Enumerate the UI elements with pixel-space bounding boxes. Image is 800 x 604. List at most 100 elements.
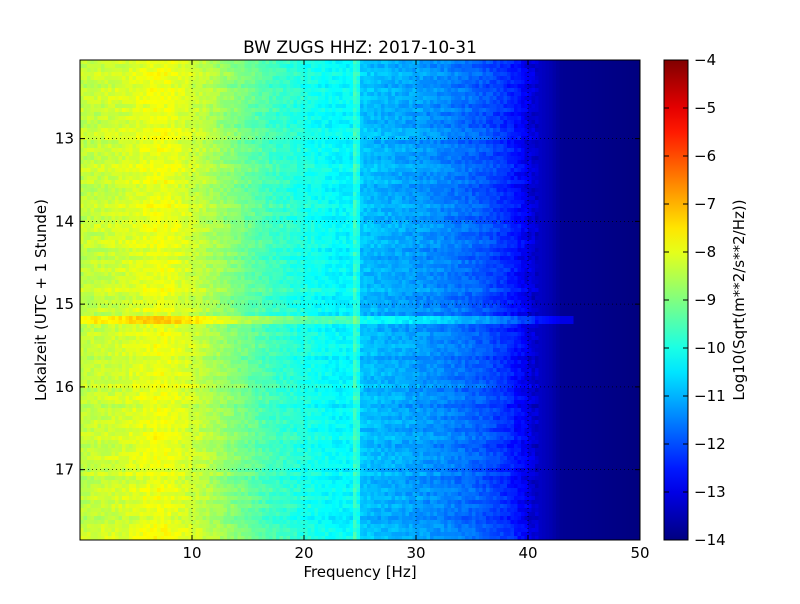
heatmap-cell bbox=[167, 104, 172, 109]
heatmap-cell bbox=[167, 152, 172, 157]
heatmap-cell bbox=[251, 112, 256, 117]
heatmap-cell bbox=[363, 88, 368, 93]
heatmap-cell bbox=[111, 184, 116, 189]
heatmap-cell bbox=[325, 108, 329, 113]
heatmap-cell bbox=[342, 68, 347, 73]
heatmap-cell bbox=[248, 144, 252, 149]
heatmap-cell bbox=[87, 64, 91, 69]
heatmap-cell bbox=[290, 128, 294, 133]
heatmap-cell bbox=[80, 68, 84, 73]
heatmap-cell bbox=[181, 72, 186, 77]
heatmap-cell bbox=[132, 144, 137, 149]
heatmap-cell bbox=[97, 124, 102, 129]
heatmap-cell bbox=[160, 176, 165, 181]
heatmap-cell bbox=[349, 104, 354, 109]
heatmap-cell bbox=[216, 144, 221, 149]
heatmap-cell bbox=[258, 72, 263, 77]
heatmap-cell bbox=[90, 104, 95, 109]
heatmap-cell bbox=[293, 60, 298, 65]
heatmap-cell bbox=[542, 60, 546, 65]
heatmap-cell bbox=[577, 152, 581, 157]
heatmap-cell bbox=[265, 124, 270, 129]
heatmap-cell bbox=[409, 156, 413, 161]
heatmap-cell bbox=[115, 72, 119, 77]
heatmap-cell bbox=[556, 148, 560, 153]
heatmap-cell bbox=[97, 156, 102, 161]
heatmap-cell bbox=[136, 116, 140, 121]
heatmap-cell bbox=[528, 180, 532, 185]
heatmap-cell bbox=[115, 168, 119, 173]
heatmap-cell bbox=[566, 104, 571, 109]
heatmap-cell bbox=[150, 148, 154, 153]
heatmap-cell bbox=[237, 180, 242, 185]
heatmap-cell bbox=[318, 124, 322, 129]
heatmap-cell bbox=[402, 112, 406, 117]
heatmap-cell bbox=[615, 64, 620, 69]
heatmap-cell bbox=[412, 144, 417, 149]
heatmap-cell bbox=[220, 68, 224, 73]
heatmap-cell bbox=[416, 160, 420, 165]
heatmap-cell bbox=[465, 148, 469, 153]
heatmap-cell bbox=[321, 120, 326, 125]
heatmap-cell bbox=[461, 84, 466, 89]
heatmap-cell bbox=[451, 132, 455, 137]
heatmap-cell bbox=[269, 132, 273, 137]
heatmap-cell bbox=[493, 172, 497, 177]
heatmap-cell bbox=[363, 92, 368, 97]
heatmap-cell bbox=[587, 180, 592, 185]
heatmap-cell bbox=[447, 80, 452, 85]
heatmap-cell bbox=[556, 124, 560, 129]
heatmap-cell bbox=[475, 128, 480, 133]
heatmap-cell bbox=[426, 84, 431, 89]
heatmap-cell bbox=[356, 72, 361, 77]
heatmap-cell bbox=[136, 100, 140, 105]
heatmap-cell bbox=[111, 124, 116, 129]
heatmap-cell bbox=[360, 60, 364, 65]
heatmap-cell bbox=[370, 112, 375, 117]
heatmap-cell bbox=[633, 164, 637, 169]
heatmap-cell bbox=[181, 60, 186, 65]
heatmap-cell bbox=[528, 104, 532, 109]
heatmap-cell bbox=[206, 148, 210, 153]
heatmap-cell bbox=[447, 92, 452, 97]
heatmap-cell bbox=[276, 116, 280, 121]
heatmap-cell bbox=[223, 172, 228, 177]
heatmap-cell bbox=[626, 72, 630, 77]
heatmap-cell bbox=[262, 172, 266, 177]
heatmap-cell bbox=[626, 64, 630, 69]
heatmap-cell bbox=[202, 96, 207, 101]
heatmap-cell bbox=[440, 108, 445, 113]
heatmap-cell bbox=[104, 80, 109, 85]
heatmap-cell bbox=[419, 160, 424, 165]
heatmap-cell bbox=[454, 176, 459, 181]
heatmap-cell bbox=[479, 156, 483, 161]
heatmap-cell bbox=[591, 176, 595, 181]
heatmap-cell bbox=[265, 172, 270, 177]
heatmap-cell bbox=[496, 168, 501, 173]
heatmap-cell bbox=[482, 96, 487, 101]
heatmap-cell bbox=[300, 160, 305, 165]
heatmap-cell bbox=[514, 136, 518, 141]
heatmap-cell bbox=[605, 104, 609, 109]
heatmap-cell bbox=[472, 180, 476, 185]
heatmap-cell bbox=[101, 88, 105, 93]
heatmap-cell bbox=[223, 148, 228, 153]
heatmap-cell bbox=[318, 148, 322, 153]
heatmap-cell bbox=[321, 160, 326, 165]
heatmap-cell bbox=[321, 136, 326, 141]
heatmap-cell bbox=[559, 60, 564, 65]
heatmap-cell bbox=[188, 176, 193, 181]
heatmap-cell bbox=[181, 104, 186, 109]
heatmap-cell bbox=[276, 128, 280, 133]
heatmap-cell bbox=[615, 140, 620, 145]
heatmap-cell bbox=[244, 100, 249, 105]
heatmap-cell bbox=[318, 176, 322, 181]
heatmap-cell bbox=[510, 152, 515, 157]
heatmap-cell bbox=[122, 116, 126, 121]
heatmap-cell bbox=[545, 104, 550, 109]
heatmap-cell bbox=[363, 164, 368, 169]
heatmap-cell bbox=[265, 156, 270, 161]
heatmap-cell bbox=[279, 80, 284, 85]
heatmap-cell bbox=[237, 128, 242, 133]
heatmap-cell bbox=[500, 124, 504, 129]
